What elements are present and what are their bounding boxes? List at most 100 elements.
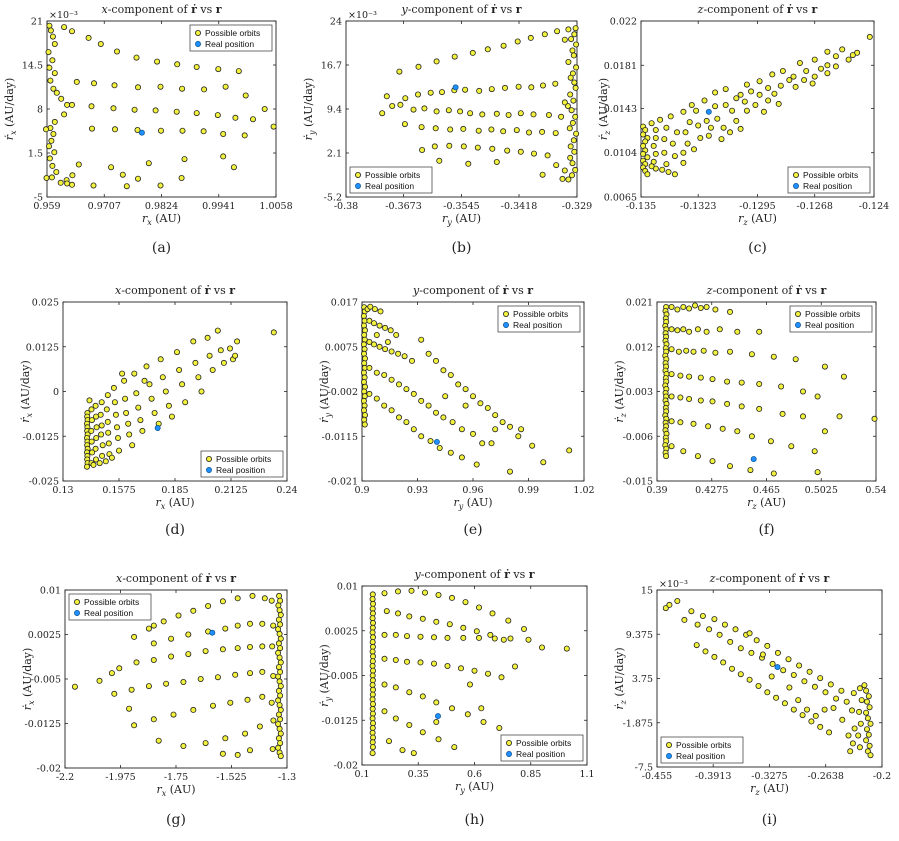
possible-orbit-point xyxy=(414,91,421,98)
possible-orbit-point xyxy=(484,670,491,677)
possible-orbit-point xyxy=(385,738,392,745)
y-tick-label: 0.003 xyxy=(626,387,653,398)
x-tick-label: 0.9824 xyxy=(145,201,178,212)
possible-orbit-point xyxy=(541,31,548,38)
possible-orbit-point xyxy=(110,105,117,112)
possible-orbit-point xyxy=(108,164,115,171)
possible-orbit-point xyxy=(219,646,226,653)
possible-orbit-point xyxy=(865,693,872,700)
possible-orbit-point xyxy=(668,326,675,333)
possible-orbit-point xyxy=(93,434,100,441)
possible-orbit-point xyxy=(384,338,391,345)
possible-orbit-point xyxy=(527,34,534,41)
possible-orbit-point xyxy=(259,643,266,650)
possible-orbit-point xyxy=(69,181,76,188)
possible-orbit-point xyxy=(476,87,483,94)
possible-orbit-point xyxy=(801,678,808,685)
possible-orbit-point xyxy=(103,406,110,413)
possible-orbit-point xyxy=(393,331,400,338)
legend-real-label: Real position xyxy=(513,320,562,330)
possible-orbit-point xyxy=(817,675,824,682)
possible-orbit-point xyxy=(863,709,870,716)
possible-orbit-point xyxy=(151,409,158,416)
y-tick-label: 9.375 xyxy=(626,630,653,641)
possible-orbit-point xyxy=(855,732,862,739)
possible-orbit-point xyxy=(871,415,878,422)
possible-orbit-point xyxy=(778,383,785,390)
possible-orbit-point xyxy=(61,24,68,31)
possible-orbit-point xyxy=(790,672,797,679)
possible-orbit-point xyxy=(571,79,578,86)
possible-orbit-point xyxy=(492,412,499,419)
possible-orbit-point xyxy=(108,454,115,461)
possible-orbit-point xyxy=(419,693,426,700)
possible-orbit-point xyxy=(399,747,406,754)
possible-orbit-point xyxy=(779,68,786,75)
possible-orbit-point xyxy=(832,53,839,60)
possible-orbit-point xyxy=(146,381,153,388)
possible-orbit-point xyxy=(648,163,655,170)
possible-orbit-point xyxy=(388,348,395,355)
possible-orbit-point xyxy=(526,129,533,136)
y-tick-label: 16.7 xyxy=(321,61,342,72)
possible-orbit-point xyxy=(790,706,797,713)
possible-orbit-point xyxy=(707,124,714,131)
possible-orbit-point xyxy=(105,429,112,436)
legend-possible-label: Possible orbits xyxy=(676,740,731,750)
y-axis-label: ṙz (AU/day) xyxy=(613,360,628,422)
possible-orbit-point xyxy=(515,433,522,440)
possible-orbit-point xyxy=(137,417,144,424)
possible-orbit-point xyxy=(711,653,718,660)
possible-orbit-point xyxy=(822,689,829,696)
possible-orbit-point xyxy=(680,326,687,333)
y-tick-label: 0.01 xyxy=(337,582,358,593)
possible-orbit-point xyxy=(397,101,404,108)
possible-orbit-point xyxy=(369,750,376,757)
possible-orbit-point xyxy=(88,103,95,110)
possible-orbit-point xyxy=(403,386,410,393)
possible-orbit-point xyxy=(748,649,755,656)
possible-orbit-point xyxy=(864,726,871,733)
legend-possible-label: Possible orbits xyxy=(84,597,139,607)
possible-orbit-point xyxy=(694,621,701,628)
possible-orbit-point xyxy=(684,140,691,147)
possible-orbit-point xyxy=(681,616,688,623)
possible-orbit-point xyxy=(709,398,716,405)
possible-orbit-point xyxy=(488,126,495,133)
possible-orbit-point xyxy=(568,36,575,43)
possible-orbit-point xyxy=(800,413,807,420)
possible-orbit-point xyxy=(460,125,467,132)
y-tick-label: 1.5 xyxy=(28,149,43,160)
possible-orbit-point xyxy=(53,168,60,175)
chart-title: y-component of ṙ vs r xyxy=(400,3,521,16)
possible-orbit-point xyxy=(432,357,439,364)
legend-possible-label: Possible orbits xyxy=(516,738,571,748)
y-axis-label: ṙx (AU/day) xyxy=(21,648,36,711)
x-tick-label: -0.1268 xyxy=(796,201,832,212)
legend-box xyxy=(189,24,273,52)
x-tick-label: 0.54 xyxy=(865,485,886,496)
possible-orbit-point xyxy=(667,113,674,120)
possible-orbit-point xyxy=(722,86,729,93)
possible-orbit-point xyxy=(779,410,786,417)
possible-orbit-point xyxy=(507,635,514,642)
possible-orbit-point xyxy=(677,372,684,379)
possible-orbit-point xyxy=(705,132,712,139)
possible-orbit-point xyxy=(435,736,442,743)
possible-orbit-point xyxy=(680,149,687,156)
possible-orbit-point xyxy=(661,149,668,156)
panel-e: y-component of ṙ vs r 0.9 0.93 0.96 0.99 1.02… xyxy=(318,284,595,538)
possible-orbit-point xyxy=(838,687,845,694)
legend-box xyxy=(497,305,581,333)
possible-orbit-point xyxy=(465,160,472,167)
possible-orbit-point xyxy=(421,589,428,596)
possible-orbit-point xyxy=(157,127,164,134)
possible-orbit-point xyxy=(857,720,864,727)
possible-orbit-point xyxy=(448,594,455,601)
possible-orbit-point xyxy=(808,718,815,725)
possible-orbit-point xyxy=(447,371,454,378)
possible-orbit-point xyxy=(180,743,187,750)
possible-orbit-point xyxy=(573,41,580,48)
possible-orbit-point xyxy=(381,631,388,638)
